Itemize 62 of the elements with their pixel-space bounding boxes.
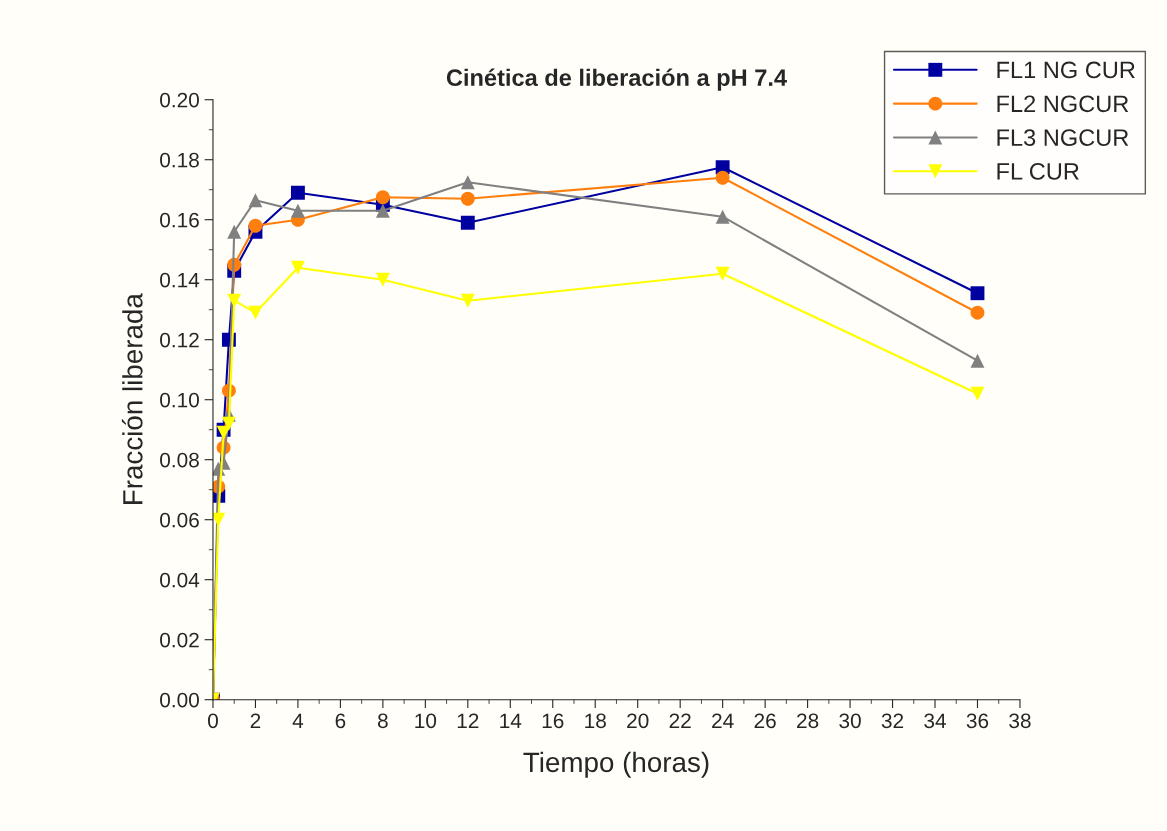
x-tick-label: 0 xyxy=(208,713,218,729)
y-tick-label: 0.04 xyxy=(160,572,200,588)
point xyxy=(248,193,263,208)
x-tick-label: 30 xyxy=(839,713,861,729)
point xyxy=(248,305,263,320)
x-tick-label: 32 xyxy=(881,713,904,729)
y-tick-label: 0.08 xyxy=(160,452,199,468)
point xyxy=(248,218,263,233)
x-tick-label: 22 xyxy=(669,713,691,728)
point xyxy=(212,512,226,527)
y-tick-label: 0.14 xyxy=(160,272,200,288)
x-tick-label: 26 xyxy=(754,713,776,729)
point xyxy=(375,203,390,218)
chart-title: Cinética de liberación a pH 7.4 xyxy=(446,68,787,91)
point xyxy=(970,386,985,401)
x-tick-label: 38 xyxy=(1009,713,1031,729)
point xyxy=(375,272,390,287)
legend-label: FL1 NG CUR xyxy=(997,61,1135,79)
point xyxy=(715,170,730,185)
x-tick-label: 28 xyxy=(797,713,819,729)
point xyxy=(970,353,985,368)
x-tick-label: 24 xyxy=(712,713,734,728)
x-tick-label: 14 xyxy=(500,713,522,728)
point xyxy=(460,293,475,308)
point xyxy=(221,416,236,431)
point xyxy=(290,203,305,218)
x-tick-label: 12 xyxy=(457,713,479,728)
point xyxy=(227,293,242,308)
point xyxy=(715,266,730,281)
x-tick-label: 16 xyxy=(542,713,564,729)
x-tick-label: 20 xyxy=(627,713,649,729)
point xyxy=(970,286,985,301)
point xyxy=(290,260,305,275)
y-tick-label: 0.06 xyxy=(160,512,199,528)
x-tick-label: 8 xyxy=(377,713,388,729)
legend-label: FL3 NGCUR xyxy=(997,129,1129,146)
point xyxy=(970,305,985,320)
legend-label: FL CUR xyxy=(997,163,1079,180)
x-tick-label: 36 xyxy=(966,713,989,729)
x-tick-label: 10 xyxy=(415,713,437,729)
y-tick-label: 0.16 xyxy=(160,212,199,228)
x-axis-title: Tiempo (horas) xyxy=(523,751,709,778)
point xyxy=(375,190,390,205)
x-tick-label: 2 xyxy=(250,713,261,728)
y-tick-label: 0.00 xyxy=(160,692,199,708)
point xyxy=(290,185,305,200)
legend-label: FL2 NGCUR xyxy=(997,95,1129,113)
y-tick-label: 0.20 xyxy=(160,92,199,108)
y-axis-title: Fracción liberada xyxy=(121,293,143,504)
y-tick-label: 0.02 xyxy=(160,632,199,648)
x-tick-label: 18 xyxy=(585,713,606,729)
point xyxy=(460,215,475,230)
point xyxy=(715,209,730,224)
point xyxy=(460,191,475,206)
y-tick-label: 0.12 xyxy=(160,332,199,348)
point xyxy=(460,175,475,190)
x-tick-label: 4 xyxy=(292,713,304,728)
point xyxy=(227,224,242,239)
x-tick-label: 34 xyxy=(924,713,946,729)
y-tick-label: 0.18 xyxy=(160,152,199,168)
y-tick-label: 0.10 xyxy=(160,392,199,408)
x-tick-label: 6 xyxy=(335,713,346,729)
